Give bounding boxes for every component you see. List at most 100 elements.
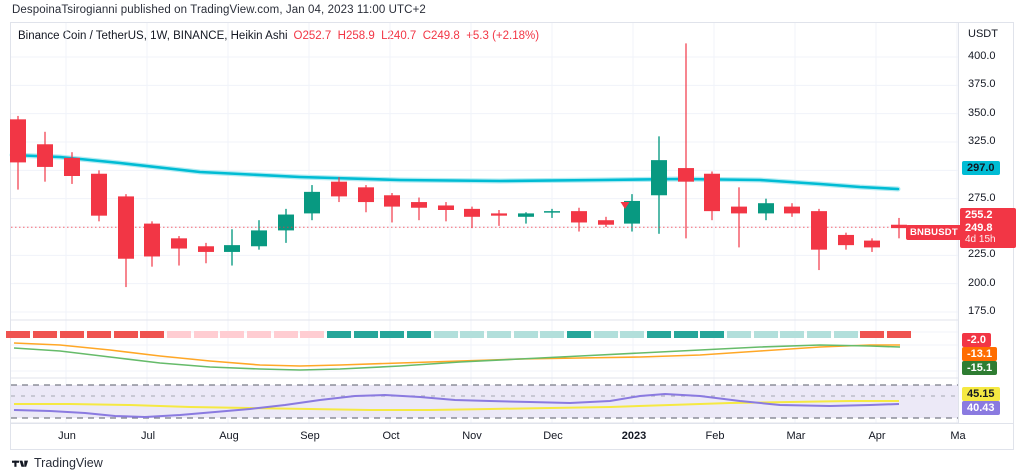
legend-close-value: 249.8 <box>431 30 460 42</box>
macd-line <box>13 342 900 367</box>
candle-body <box>304 191 320 214</box>
legend-open-value: 252.7 <box>302 30 332 42</box>
macd-histogram-bar <box>247 331 271 338</box>
price-tick-label: 350.0 <box>968 106 996 119</box>
candle-body <box>464 208 480 217</box>
candle-body <box>37 144 53 167</box>
candle-body <box>171 238 187 249</box>
legend-low-key: L <box>381 30 388 42</box>
tradingview-brand-text: TradingView <box>34 456 103 470</box>
macd-histogram-bar <box>567 331 591 338</box>
macd-histogram-bar <box>727 331 751 338</box>
price-tick-label: 375.0 <box>968 78 996 91</box>
time-axis-label: Nov <box>462 430 482 442</box>
macd-histogram-bar <box>540 331 564 338</box>
candle-body <box>811 211 827 250</box>
candle-body <box>678 168 694 182</box>
macd-histogram-bar <box>60 331 84 338</box>
candle-body <box>10 119 26 163</box>
candle-body <box>571 211 587 223</box>
macd-indicator <box>6 331 911 371</box>
ma-price-badge: 297.0 <box>962 161 1000 175</box>
stoch-d-line <box>13 393 900 418</box>
price-tick-label: 225.0 <box>968 248 996 261</box>
time-axis-label: Sep <box>300 430 320 442</box>
macd-histogram-bar <box>460 331 484 338</box>
price-tick-label: 400.0 <box>968 50 996 62</box>
candle-body <box>544 211 560 213</box>
last-price-value: 249.8 <box>965 221 993 234</box>
legend-open-key: O <box>293 30 303 42</box>
candle-body <box>91 173 107 216</box>
candle-body <box>518 213 534 217</box>
candle-body <box>624 200 640 224</box>
macd-histogram-bar <box>487 331 511 338</box>
macd-histogram-bar <box>300 331 324 338</box>
macd-histogram-bar <box>194 331 218 338</box>
time-axis-label: Aug <box>219 430 239 442</box>
macd-histogram-bar <box>514 331 538 338</box>
candle-body <box>704 173 720 212</box>
macd-histogram-bar <box>87 331 111 338</box>
macd-histogram-bar <box>620 331 644 338</box>
time-axis-label: Mar <box>786 430 806 442</box>
time-axis-label: Ma <box>950 430 966 442</box>
candle-body <box>891 224 907 229</box>
candle-body <box>278 214 294 231</box>
macd-histogram-bar <box>220 331 244 338</box>
macd-histogram-bar <box>834 331 858 338</box>
sell-signal-marker <box>620 202 630 209</box>
time-axis: Jun Jul Aug Sep Oct Nov Dec 2023 Feb Mar Apr Ma <box>10 424 1014 450</box>
time-axis-label: Oct <box>382 430 400 442</box>
macd-histogram-bar <box>167 331 191 338</box>
time-axis-label: 2023 <box>621 430 647 442</box>
candle-body <box>198 246 214 252</box>
stochastic-indicator <box>11 384 958 419</box>
price-tick-label: 325.0 <box>968 135 996 147</box>
macd-histogram-bar <box>407 331 431 338</box>
legend-high-key: H <box>337 30 346 42</box>
price-tick-label: 175.0 <box>968 305 996 317</box>
time-axis-label: Feb <box>705 430 725 442</box>
candle-body <box>651 160 667 196</box>
macd-histogram-bar <box>140 331 164 338</box>
stoch-k-badge: 45.15 <box>962 387 1000 401</box>
candle-body <box>731 206 747 214</box>
time-axis-label: Apr <box>868 430 886 442</box>
time-axis-label: Jun <box>58 430 76 442</box>
candle-body <box>598 220 614 225</box>
price-axis-unit: USDT <box>968 28 998 40</box>
candle-body <box>838 234 854 246</box>
price-tick-label: 275.0 <box>968 191 996 204</box>
macd-histogram-bar <box>114 331 138 338</box>
macd-histogram-bar <box>780 331 804 338</box>
macd-histogram-bar <box>887 331 911 338</box>
price-axis-separator <box>958 22 959 424</box>
legend-change: +5.3 (+2.18%) <box>466 30 540 42</box>
candle-body <box>224 245 240 252</box>
candle-body <box>784 206 800 214</box>
candle-body <box>758 203 774 214</box>
candle-body <box>411 202 427 208</box>
macd-histogram-bar <box>327 331 351 338</box>
time-axis-label: Dec <box>543 430 563 442</box>
candle-body <box>491 213 507 216</box>
macd-histogram-bar <box>860 331 884 338</box>
macd-histogram-bar <box>594 331 618 338</box>
legend-symbol: Binance Coin / TetherUS, 1W, BINANCE, He… <box>18 30 288 42</box>
macd-histogram-bar <box>434 331 458 338</box>
candle-body <box>118 196 134 259</box>
tradingview-branding: TradingView <box>12 456 103 470</box>
time-axis-label: Jul <box>140 430 156 442</box>
bar-countdown: 4d 15h <box>965 234 996 246</box>
macd-signal-badge: -15.1 <box>962 361 998 375</box>
macd-histogram-bar <box>700 331 724 338</box>
macd-histogram-bar <box>354 331 378 338</box>
macd-histogram-badge: -2.0 <box>962 333 991 347</box>
legend-close-key: C <box>422 30 432 42</box>
ma-line-glow <box>9 152 901 192</box>
symbol-price-tag: BNBUSDT <box>906 225 962 240</box>
macd-histogram-bar <box>647 331 671 338</box>
moving-average-line <box>10 153 900 191</box>
legend-ohlc: O252.7 H258.9 L240.7 C249.8 +5.3 (+2.18%… <box>294 30 540 42</box>
